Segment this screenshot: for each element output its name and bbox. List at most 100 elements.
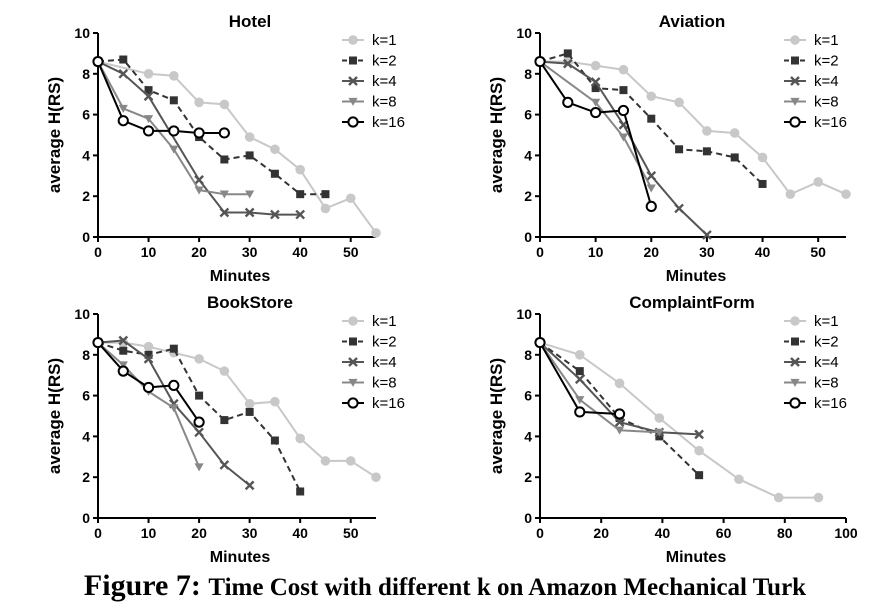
- data-point: [220, 416, 229, 425]
- data-point: [220, 155, 229, 164]
- data-point: [270, 209, 280, 220]
- data-point: [244, 480, 255, 491]
- y-tick-label: 4: [82, 147, 90, 163]
- data-point: [143, 341, 154, 352]
- y-tick-label: 8: [82, 66, 90, 82]
- data-point: [674, 203, 684, 214]
- data-point: [118, 68, 129, 79]
- data-point: [590, 106, 602, 119]
- data-point: [785, 189, 796, 199]
- data-point: [647, 114, 656, 123]
- series-k-16: [92, 336, 205, 428]
- data-point: [169, 96, 178, 105]
- data-point: [702, 147, 711, 156]
- data-point: [194, 427, 204, 438]
- data-point: [674, 97, 684, 108]
- data-point: [169, 404, 179, 413]
- data-point: [591, 98, 601, 107]
- data-point: [618, 64, 629, 75]
- legend-label: k=16: [814, 114, 847, 131]
- legend-marker: [791, 337, 799, 346]
- series-k-8: [535, 338, 664, 437]
- y-axis-label: average H(RS): [45, 358, 64, 474]
- y-tick-label: 2: [524, 469, 532, 485]
- data-point: [270, 436, 279, 445]
- x-tick-label: 100: [834, 525, 858, 541]
- data-point: [244, 398, 255, 409]
- legend-marker: [348, 76, 358, 86]
- series-line: [539, 341, 819, 499]
- data-point: [320, 456, 331, 466]
- series-k-8: [535, 57, 656, 193]
- data-point: [169, 145, 179, 154]
- series-line: [97, 341, 201, 468]
- data-point: [119, 346, 128, 355]
- legend-label: k=16: [372, 395, 405, 412]
- legend-label: k=16: [372, 114, 405, 131]
- data-point: [144, 350, 153, 359]
- data-point: [194, 354, 204, 364]
- data-point: [562, 96, 574, 108]
- figure-caption: Figure 7: Time Cost with different k on …: [0, 568, 890, 606]
- x-tick-label: 40: [655, 525, 671, 541]
- series-k-4: [535, 337, 704, 440]
- data-point: [119, 55, 128, 64]
- data-point: [575, 367, 584, 376]
- data-point: [320, 203, 331, 214]
- x-tick-label: 50: [810, 244, 826, 260]
- data-point: [219, 190, 229, 199]
- data-point: [694, 445, 704, 456]
- data-point: [169, 344, 178, 353]
- legend-marker: [789, 116, 801, 128]
- data-point: [562, 58, 573, 69]
- data-point: [654, 428, 664, 437]
- data-point: [729, 128, 740, 138]
- data-point: [143, 69, 154, 79]
- data-point: [730, 153, 739, 162]
- data-point: [218, 127, 230, 139]
- x-axis-label: Minutes: [210, 268, 271, 285]
- data-point: [619, 86, 628, 95]
- data-point: [143, 354, 154, 364]
- legend-marker: [347, 116, 359, 128]
- x-tick-label: 20: [191, 244, 207, 260]
- chart-hotel: 0 2 4 6 8 10 0 10 20 30 40 50 Minutes average H(RS) Ho…: [45, 12, 405, 285]
- x-tick-label: 50: [343, 244, 359, 260]
- series-k-4: [535, 56, 712, 240]
- data-point: [117, 115, 129, 127]
- data-point: [244, 132, 255, 142]
- y-tick-label: 6: [524, 107, 532, 123]
- legend-label: k=2: [372, 53, 397, 70]
- legend-label: k=4: [372, 73, 397, 90]
- data-point: [345, 193, 356, 204]
- data-point: [244, 207, 255, 218]
- data-point: [646, 91, 657, 102]
- data-point: [194, 175, 204, 185]
- data-point: [695, 471, 704, 480]
- data-point: [534, 336, 546, 349]
- data-point: [270, 396, 280, 407]
- x-tick-label: 80: [777, 525, 793, 541]
- data-point: [143, 115, 154, 124]
- data-point: [841, 189, 851, 199]
- x-tick-label: 20: [191, 525, 207, 541]
- x-tick-label: 0: [94, 244, 102, 260]
- data-point: [574, 350, 585, 360]
- x-tick-label: 20: [643, 244, 659, 260]
- y-tick-label: 10: [74, 25, 90, 41]
- data-point: [194, 97, 204, 108]
- data-point: [118, 361, 128, 370]
- data-point: [118, 104, 128, 113]
- data-point: [296, 487, 305, 496]
- data-point: [168, 125, 180, 137]
- legend-marker: [790, 76, 800, 86]
- chart-title: Aviation: [659, 12, 725, 31]
- x-tick-label: 40: [755, 244, 771, 260]
- chart-aviation: 0 2 4 6 8 10 0 10 20 30 40 50 Minutes average H(RS) Av…: [487, 12, 851, 285]
- data-point: [345, 456, 356, 466]
- data-point: [618, 133, 629, 142]
- data-point: [371, 472, 381, 483]
- data-point: [296, 190, 305, 199]
- data-point: [245, 190, 255, 199]
- legend-marker: [348, 97, 358, 106]
